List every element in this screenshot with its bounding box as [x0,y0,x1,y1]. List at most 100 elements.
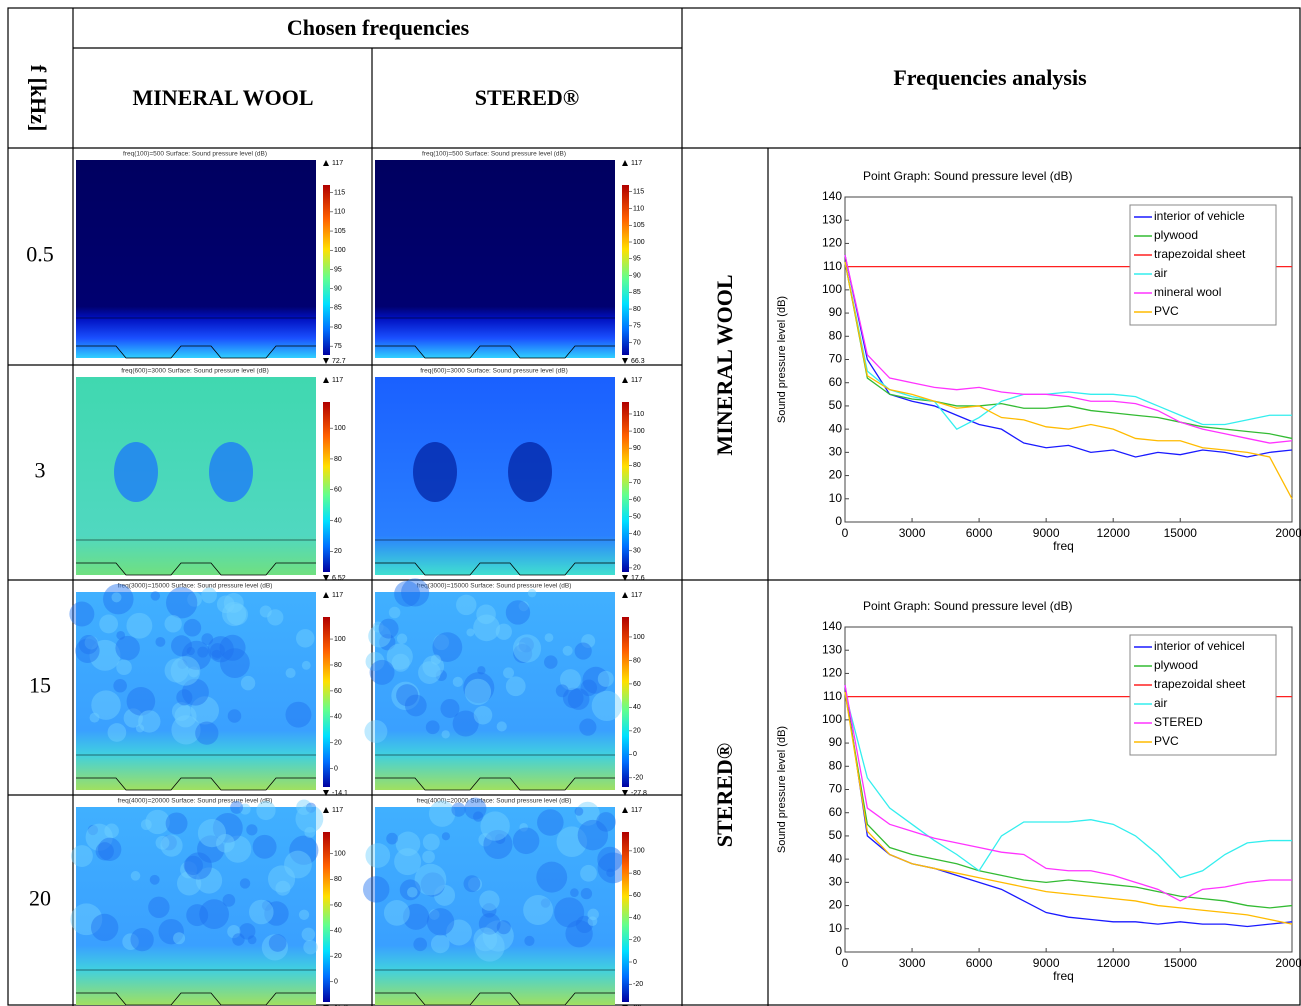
sim-blob [577,819,609,851]
sim-blob [544,655,558,669]
sim-blob [126,686,156,716]
y-tick-label: 130 [822,642,842,656]
sim-blob [298,909,310,920]
sim-blob [474,931,505,962]
sim-blob [435,669,447,682]
legend-label: trapezoidal sheet [1154,677,1246,691]
sim-blob [399,879,421,901]
sim-blob [303,940,318,955]
colorbar-label: 110 [633,411,644,418]
colorbar-label: 85 [633,289,641,296]
colorbar-label: 75 [334,343,342,350]
sim-blob [122,933,139,950]
sim-field [76,377,316,575]
colorbar-max: 117 [631,592,642,599]
header-analysis: Frequencies analysis [893,65,1087,90]
header-mw: MINERAL WOOL [132,85,313,110]
x-tick-label: 9000 [1033,956,1060,970]
sim-blob [556,826,588,857]
sim-blob [248,899,274,925]
sim-blob [135,724,145,733]
sim-blob [183,618,202,637]
simulation-image: freq(3000)=15000 Surface: Sound pressure… [69,583,348,797]
sim-blob [396,684,419,707]
sim-blob [173,932,186,945]
sim-blob [183,855,203,876]
x-tick-label: 15000 [1164,956,1198,970]
sim-blob [432,632,463,662]
sim-blob [575,915,593,933]
sim-blob [267,609,284,626]
sim-blob [252,834,277,859]
sim-profile [375,562,615,576]
colorbar-label: 40 [633,914,641,921]
sim-blob [478,913,501,935]
sim-blob [524,935,535,946]
colorbar [323,402,330,572]
sim-blob [261,900,273,911]
sim-blob [301,927,316,942]
sim-field [76,592,316,790]
y-tick-label: 140 [822,189,842,203]
sim-blob [201,633,214,645]
sim-blob [446,919,472,946]
sim-blob [428,800,456,827]
colorbar-label: 100 [334,425,346,432]
sim-blob [195,721,219,745]
colorbar-min: -15.8 [332,1005,348,1006]
sim-blob [197,819,227,848]
series-line [844,691,1293,909]
row-label: 0.5 [26,242,54,267]
sim-blob [452,676,463,687]
sim-title: freq(600)=3000 Surface: Sound pressure l… [121,368,269,375]
colorbar-max: 117 [332,160,343,167]
sim-blob [212,812,243,843]
y-axis-label: Sound pressure level (dB) [776,296,788,423]
colorbar-min: 66.3 [631,358,645,365]
sim-blob [295,804,324,833]
sim-blob [562,645,573,656]
sim-blob [496,721,507,732]
sim-blob [464,797,487,820]
colorbar-label: 100 [633,848,645,855]
colorbar-label: 100 [334,851,346,858]
sim-blob [209,442,253,502]
sim-blob [230,800,244,814]
sim-blob [473,927,498,952]
sim-blob [441,832,451,841]
max-marker [622,160,628,166]
colorbar-label: -20 [633,775,643,782]
sim-title: freq(3000)=15000 Surface: Sound pressure… [417,583,572,590]
sim-blob [264,901,289,926]
colorbar-label: 60 [633,496,641,503]
sim-blob [401,578,430,607]
colorbar-label: 40 [334,517,342,524]
sim-blob [285,668,296,679]
simulation-image: freq(600)=3000 Surface: Sound pressure l… [76,368,346,582]
sim-blob [149,874,160,885]
sim-profile [375,345,615,359]
sim-blob [176,689,193,706]
sim-blob [580,679,598,697]
sim-blob [305,802,317,813]
min-marker [323,575,329,581]
sim-blob [155,636,166,647]
sim-blob [606,868,615,878]
y-tick-label: 130 [822,212,842,226]
colorbar-label: 40 [633,704,641,711]
sim-blob [201,587,217,604]
x-tick-label: 12000 [1097,956,1131,970]
sim-blob [114,442,158,502]
sim-blob [426,908,455,936]
max-marker [622,592,628,598]
sim-blob [301,660,311,670]
x-tick-label: 0 [842,956,849,970]
sim-blob [396,633,408,645]
legend-label: PVC [1154,304,1179,318]
y-tick-label: 80 [829,328,843,342]
y-tick-label: 20 [829,898,843,912]
sim-blob [579,718,597,736]
sim-blob [104,823,119,839]
sim-blob [516,641,527,652]
colorbar-min: -36 [631,1005,641,1006]
